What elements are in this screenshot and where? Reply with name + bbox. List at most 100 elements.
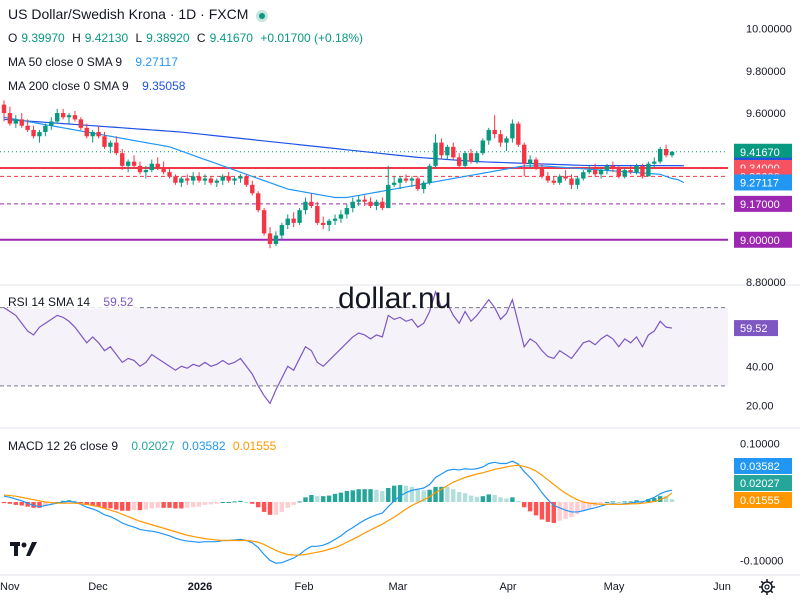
macd-histogram-bar xyxy=(326,495,332,502)
macd-legend[interactable]: MACD 12 26 close 9 0.02027 0.03582 0.015… xyxy=(8,439,280,453)
candle xyxy=(510,119,515,143)
candle xyxy=(31,125,36,139)
macd-histogram-bar xyxy=(652,497,657,502)
candle-body xyxy=(255,193,261,211)
rsi-tag: 59.52 xyxy=(734,320,778,337)
price-tag-bg xyxy=(734,143,792,160)
rsi-legend[interactable]: RSI 14 SMA 14 59.52 xyxy=(8,295,138,309)
candle-body xyxy=(480,140,486,154)
candle xyxy=(37,129,42,143)
macd-tag-label: 0.01555 xyxy=(740,495,780,507)
candle-body xyxy=(492,129,497,135)
candle-body xyxy=(557,176,562,183)
price-tick-label: 9.80000 xyxy=(746,66,786,78)
macd-histogram-bar xyxy=(575,502,580,515)
macd-histogram-bar xyxy=(451,489,456,502)
macd-histogram-bar xyxy=(663,496,669,502)
ma50-line xyxy=(3,116,685,199)
ma200-legend[interactable]: MA 200 close 0 SMA 9 9.35058 xyxy=(8,79,189,93)
candle-body xyxy=(374,201,379,206)
candle-body xyxy=(326,220,332,225)
macd-histogram-bar xyxy=(516,500,521,502)
ma200-label: MA 200 close 0 SMA 9 xyxy=(8,79,129,93)
settings-gear-icon[interactable] xyxy=(758,578,776,601)
candle-body xyxy=(439,142,444,156)
macd-histogram-bar xyxy=(350,490,355,502)
candle-body xyxy=(196,176,202,181)
candle-body xyxy=(137,165,143,173)
symbol-legend[interactable]: US Dollar/Swedish Krona · 1D · FXCM xyxy=(8,6,272,22)
candle-body xyxy=(208,178,214,183)
candle-body xyxy=(592,170,598,175)
candle xyxy=(663,144,669,158)
candle-body xyxy=(421,182,426,190)
candle-body xyxy=(220,176,225,181)
macd-histogram-bar xyxy=(380,490,385,502)
macd-histogram-bar xyxy=(261,502,267,512)
candle xyxy=(220,174,225,185)
candle xyxy=(439,138,444,160)
macd-tag-label: 0.02027 xyxy=(740,478,780,490)
macd-histogram-bar xyxy=(433,486,438,502)
candle-body xyxy=(238,176,243,179)
candle xyxy=(66,113,72,124)
symbol-title[interactable]: US Dollar/Swedish Krona · 1D · FXCM xyxy=(8,6,249,22)
macd-histogram-bar xyxy=(202,502,208,505)
ohlc-low-value: 9.38920 xyxy=(146,31,190,45)
candle-body xyxy=(640,165,645,177)
macd-histogram-bar xyxy=(120,502,125,511)
candle xyxy=(356,195,361,206)
ma50-legend[interactable]: MA 50 close 0 SMA 9 9.27117 xyxy=(8,55,182,69)
candle-body xyxy=(72,115,78,120)
ohlc-legend: O 9.39970 H 9.42130 L 9.38920 C 9.41670 +0.0… xyxy=(8,31,367,45)
macd-histogram-bar xyxy=(338,492,344,502)
macd-histogram-bar xyxy=(250,502,255,504)
macd-histogram-bar xyxy=(7,502,13,504)
candle xyxy=(173,174,178,185)
candle-body xyxy=(456,157,462,166)
macd-line xyxy=(3,460,673,564)
macd-histogram-bar xyxy=(273,502,279,515)
candle xyxy=(137,161,143,175)
macd-histogram-bar xyxy=(403,485,409,502)
candle xyxy=(451,142,456,160)
candle xyxy=(179,176,184,187)
candle-body xyxy=(403,178,409,181)
macd-histogram-bar xyxy=(616,502,621,503)
candle-body xyxy=(504,138,509,143)
candle xyxy=(421,180,426,194)
candle-body xyxy=(545,176,551,181)
macd-histogram-bar xyxy=(255,502,261,508)
macd-histogram-bar xyxy=(114,502,119,510)
candle xyxy=(208,176,214,185)
candle-body xyxy=(167,172,172,177)
candle xyxy=(202,174,208,185)
candle-body xyxy=(108,142,113,147)
candle xyxy=(190,172,196,185)
ohlc-change: +0.01700 (+0.18%) xyxy=(260,31,364,45)
candle xyxy=(60,108,66,120)
macd-histogram-bar xyxy=(527,502,533,512)
candle xyxy=(657,146,663,164)
candle xyxy=(167,167,172,179)
macd-histogram-bar xyxy=(190,502,196,508)
candle-body xyxy=(279,224,285,236)
candle xyxy=(427,163,432,185)
price-tag-label: 9.41670 xyxy=(740,147,780,159)
price-tag: 9.41670 xyxy=(734,143,792,160)
macd-histogram-bar xyxy=(456,492,462,502)
candle xyxy=(445,144,450,160)
candle xyxy=(362,195,367,206)
macd-histogram-bar xyxy=(43,502,48,506)
candle xyxy=(273,231,279,247)
candle-body xyxy=(250,184,255,194)
ma50-label: MA 50 close 0 SMA 9 xyxy=(8,55,123,69)
candle xyxy=(474,151,480,164)
ohlc-close-value: 9.41670 xyxy=(209,31,253,45)
candle xyxy=(244,174,249,187)
macd-histogram-bar xyxy=(84,502,89,505)
tradingview-logo-icon[interactable] xyxy=(10,540,38,565)
candle xyxy=(13,115,19,128)
time-axis-label: Nov xyxy=(0,581,20,593)
